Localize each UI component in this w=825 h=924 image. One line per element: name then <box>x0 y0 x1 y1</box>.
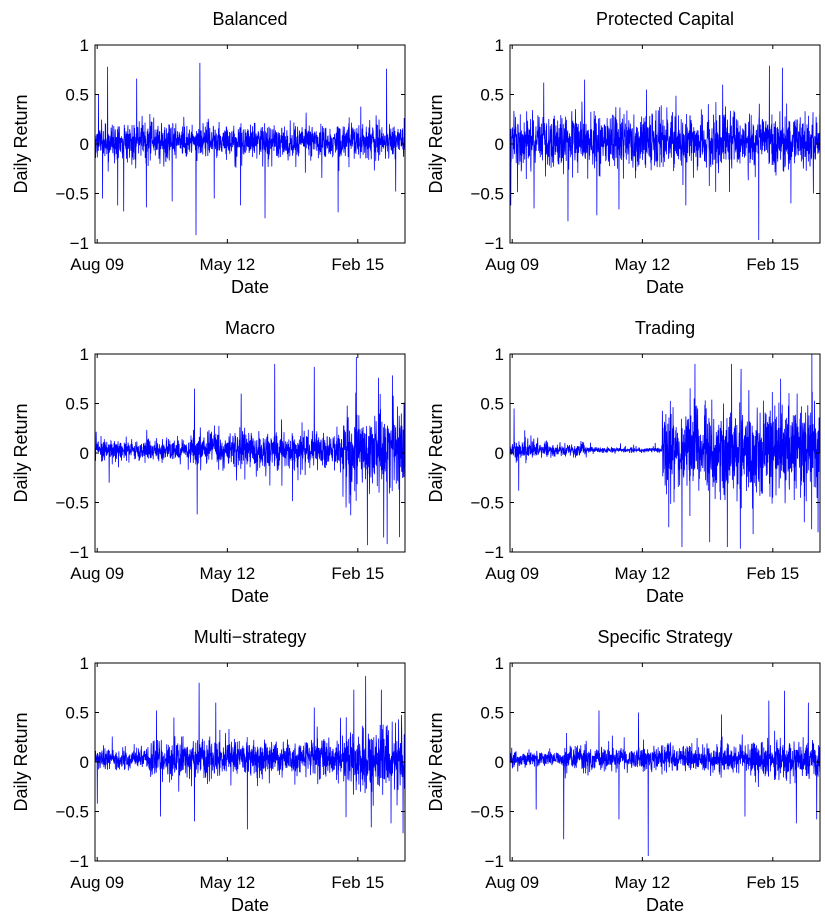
chart-title: Balanced <box>212 9 287 29</box>
chart-title: Multi−strategy <box>194 627 307 647</box>
x-tick-label: Feb 15 <box>746 564 799 583</box>
y-axis-label: Daily Return <box>426 403 446 502</box>
y-tick-label: 0 <box>495 135 504 154</box>
y-axis-label: Daily Return <box>11 94 31 193</box>
y-tick-label: 0.5 <box>65 86 89 105</box>
x-tick-label: May 12 <box>200 564 256 583</box>
chart-title: Macro <box>225 318 275 338</box>
y-tick-label: 1 <box>495 654 504 673</box>
y-tick-label: −1 <box>485 543 504 562</box>
y-tick-label: 0 <box>495 753 504 772</box>
panel-4: −1 −0.5 0 0.5 1 Aug 09 May 12 Feb 15 Trading Date… <box>426 318 821 606</box>
y-tick-label: −0.5 <box>470 185 504 204</box>
x-axis-label: Date <box>646 277 684 297</box>
x-tick-label: May 12 <box>615 873 671 892</box>
y-tick-label: 1 <box>495 345 504 364</box>
y-tick-label: 0 <box>80 753 89 772</box>
x-tick-label: Feb 15 <box>331 873 384 892</box>
x-tick-label: Aug 09 <box>70 564 124 583</box>
x-tick-label: May 12 <box>200 255 256 274</box>
y-tick-label: −0.5 <box>55 185 89 204</box>
y-tick-label: −0.5 <box>470 803 504 822</box>
series-line <box>509 353 821 549</box>
panel-1: −1 −0.5 0 0.5 1 Aug 09 May 12 Feb 15 Balanced Dat… <box>11 9 406 297</box>
y-tick-label: 0.5 <box>65 704 89 723</box>
x-axis-label: Date <box>231 277 269 297</box>
x-tick-label: May 12 <box>615 255 671 274</box>
y-axis-label: Daily Return <box>11 403 31 502</box>
y-axis-label: Daily Return <box>426 712 446 811</box>
panel-2: −1 −0.5 0 0.5 1 Aug 09 May 12 Feb 15 Protected C… <box>426 9 821 297</box>
y-tick-label: −1 <box>70 543 89 562</box>
x-axis-label: Date <box>231 586 269 606</box>
x-axis-label: Date <box>646 586 684 606</box>
y-tick-label: −0.5 <box>470 494 504 513</box>
x-tick-label: Aug 09 <box>70 255 124 274</box>
y-tick-label: 1 <box>80 345 89 364</box>
x-tick-label: Feb 15 <box>331 255 384 274</box>
chart-title: Trading <box>635 318 695 338</box>
series-line <box>94 356 406 546</box>
y-tick-label: 0.5 <box>480 395 504 414</box>
y-tick-label: −0.5 <box>55 803 89 822</box>
y-tick-label: 0.5 <box>65 395 89 414</box>
y-axis-label: Daily Return <box>11 712 31 811</box>
x-tick-label: Feb 15 <box>746 255 799 274</box>
y-tick-label: 0 <box>80 444 89 463</box>
x-tick-label: Feb 15 <box>331 564 384 583</box>
y-tick-label: −1 <box>485 234 504 253</box>
x-axis-label: Date <box>646 895 684 915</box>
x-tick-label: Aug 09 <box>485 564 539 583</box>
x-tick-label: Aug 09 <box>485 255 539 274</box>
series-line <box>509 65 821 241</box>
series-line <box>94 675 406 834</box>
y-tick-label: 0 <box>495 444 504 463</box>
y-tick-label: 0.5 <box>480 704 504 723</box>
y-tick-label: 1 <box>495 36 504 55</box>
panel-3: −1 −0.5 0 0.5 1 Aug 09 May 12 Feb 15 Macro Date Da… <box>11 318 406 606</box>
series-line <box>509 690 821 857</box>
y-tick-label: 0.5 <box>480 86 504 105</box>
y-tick-label: −1 <box>70 852 89 871</box>
panel-6: −1 −0.5 0 0.5 1 Aug 09 May 12 Feb 15 Specific St… <box>426 627 821 915</box>
y-tick-label: −1 <box>70 234 89 253</box>
y-axis-label: Daily Return <box>426 94 446 193</box>
y-tick-label: 1 <box>80 36 89 55</box>
chart-title: Protected Capital <box>596 9 734 29</box>
x-tick-label: Aug 09 <box>485 873 539 892</box>
x-tick-label: May 12 <box>615 564 671 583</box>
y-tick-label: −0.5 <box>55 494 89 513</box>
series-line <box>94 62 406 236</box>
chart-title: Specific Strategy <box>597 627 732 647</box>
x-tick-label: May 12 <box>200 873 256 892</box>
panel-5: −1 −0.5 0 0.5 1 Aug 09 May 12 Feb 15 Multi−strat… <box>11 627 406 915</box>
x-tick-label: Feb 15 <box>746 873 799 892</box>
x-tick-label: Aug 09 <box>70 873 124 892</box>
y-tick-label: 0 <box>80 135 89 154</box>
y-tick-label: 1 <box>80 654 89 673</box>
y-tick-label: −1 <box>485 852 504 871</box>
x-axis-label: Date <box>231 895 269 915</box>
